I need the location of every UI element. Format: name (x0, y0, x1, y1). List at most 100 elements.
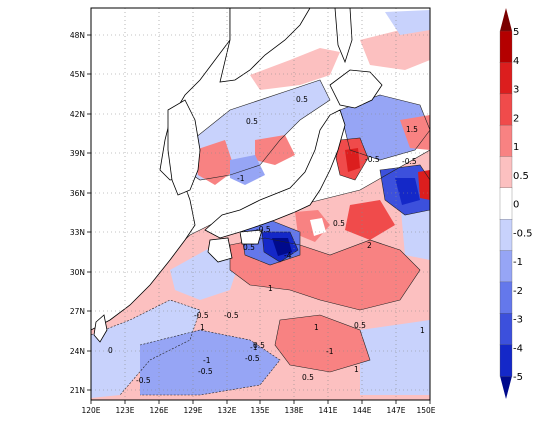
colorbar-tick-label: -3 (513, 315, 523, 326)
colorbar-tick-label: -1 (513, 257, 523, 268)
japan-shikoku (239, 229, 263, 245)
colorbar-segment (499, 156, 513, 189)
colorbar-segment (499, 187, 513, 220)
colorbar-tick-label: 3 (513, 85, 519, 96)
contour-label: -1 (203, 356, 211, 365)
contour-label: 1 (354, 365, 359, 374)
contour-label-group: 0.5 1.5 0.5 -0.5 -1 -0.5 -0.5 -4 0.5 2 1… (108, 95, 425, 385)
colorbar-tick-label: -4 (513, 343, 523, 354)
lon-tick-label: 126E (149, 406, 168, 415)
colorbar-tick-label: 0 (513, 200, 519, 211)
positive-anomaly-region (360, 25, 430, 70)
contour-label: 1.5 (406, 125, 418, 134)
korean-peninsula (167, 99, 201, 196)
taiwan (93, 314, 108, 343)
colorbar-segment (499, 344, 513, 377)
contour-label: -0.5 (224, 311, 239, 320)
colorbar-segment (499, 313, 513, 346)
contour-label: 0.5 (302, 373, 314, 382)
lat-tick-label: 33N (70, 228, 85, 237)
lat-tick-label: 30N (70, 268, 85, 277)
positive-anomaly-region (418, 170, 430, 200)
warm-core-eddy (310, 218, 326, 236)
contour-label: 0.5 (246, 117, 258, 126)
lat-tick-label: 24N (70, 347, 85, 356)
anomaly-field (91, 10, 430, 400)
colorbar-tick-label: -0.5 (513, 228, 533, 239)
colorbar-tick-label: -2 (513, 286, 523, 297)
lat-tick-label: 45N (70, 70, 85, 79)
colorbar-segment (499, 30, 513, 64)
contour-label: -0.5 (365, 155, 380, 164)
contour-label: -0.5 (245, 354, 260, 363)
contour-label: -1 (326, 347, 334, 356)
negative-anomaly-region (395, 178, 420, 205)
positive-anomaly-region (195, 140, 235, 185)
japan-hokkaido (329, 69, 383, 109)
contour-label: -0.5 (402, 157, 417, 166)
lat-tick-label: 27N (70, 307, 85, 316)
colorbar-labels: 5 4 3 2 1 0.5 0 -0.5 -1 -2 -3 -4 -5 (513, 27, 533, 383)
colorbar-tick-label: 1 (513, 142, 519, 153)
contour-label: 0.5 (354, 321, 366, 330)
positive-anomaly-region (345, 148, 360, 172)
contour-label: 2 (367, 241, 372, 250)
colorbar-tick-label: 2 (513, 113, 519, 124)
colorbar-tick-label: 4 (513, 56, 519, 67)
longitude-axis: 120E 123E 126E 129E 132E 135E 138E 141E … (81, 400, 436, 415)
colorbar-segment (499, 62, 513, 95)
negative-anomaly-region (360, 320, 430, 395)
contour-label: -0.5 (198, 367, 213, 376)
lat-tick-label: 36N (70, 189, 85, 198)
colorbar-segment (499, 219, 513, 252)
lat-tick-label: 21N (70, 386, 85, 395)
lon-tick-label: 132E (217, 406, 236, 415)
lon-tick-label: 144E (352, 406, 371, 415)
positive-anomaly-region (255, 135, 295, 165)
lon-tick-label: 141E (318, 406, 337, 415)
contour-label: 0.5 (333, 219, 345, 228)
colorbar-segment (499, 250, 513, 283)
colorbar-bottom-arrow (500, 376, 512, 399)
contour-label: 0.5 (296, 95, 308, 104)
colorbar-top-arrow (500, 8, 512, 31)
lat-tick-label: 39N (70, 149, 85, 158)
contour-label: 1 (314, 323, 319, 332)
negative-anomaly-region (400, 200, 430, 260)
lon-tick-label: 129E (183, 406, 202, 415)
contour-label: -0.5 (256, 225, 271, 234)
lon-tick-label: 123E (115, 406, 134, 415)
colorbar-segments (499, 30, 513, 377)
japan-kyushu (207, 237, 233, 263)
colorbar-tick-label: -5 (513, 372, 523, 383)
contour-label: -1 (250, 343, 258, 352)
positive-anomaly-region (250, 48, 340, 90)
contour-label: 1 (420, 326, 425, 335)
positive-anomaly-region (345, 200, 395, 240)
contour-label: -0.5 (136, 376, 151, 385)
colorbar-segment (499, 124, 513, 158)
negative-anomaly-region (230, 155, 265, 185)
lon-tick-label: 150E (416, 406, 435, 415)
lon-tick-label: 138E (284, 406, 303, 415)
lon-tick-label: 135E (250, 406, 269, 415)
negative-anomaly-region (140, 330, 280, 395)
contour-label: 1 (268, 284, 273, 293)
lon-tick-label: 120E (81, 406, 100, 415)
lat-tick-label: 48N (70, 31, 85, 40)
contour-label: 0.5 (253, 341, 265, 350)
japan-honshu (204, 109, 346, 239)
plot-frame (90, 7, 431, 401)
latitude-axis: 48N 45N 42N 39N 36N 33N 30N 27N 24N 21N (70, 31, 91, 395)
land (90, 7, 383, 343)
contour-label: 0 (108, 346, 113, 355)
gridlines (91, 8, 430, 400)
positive-anomaly-region (275, 315, 370, 372)
colorbar-tick-label: 0.5 (513, 171, 529, 182)
lon-tick-label: 147E (386, 406, 405, 415)
lat-tick-label: 42N (70, 110, 85, 119)
contour-label: -1 (237, 174, 245, 183)
colorbar-segment (499, 281, 513, 314)
contour-label: -4 (284, 251, 292, 260)
